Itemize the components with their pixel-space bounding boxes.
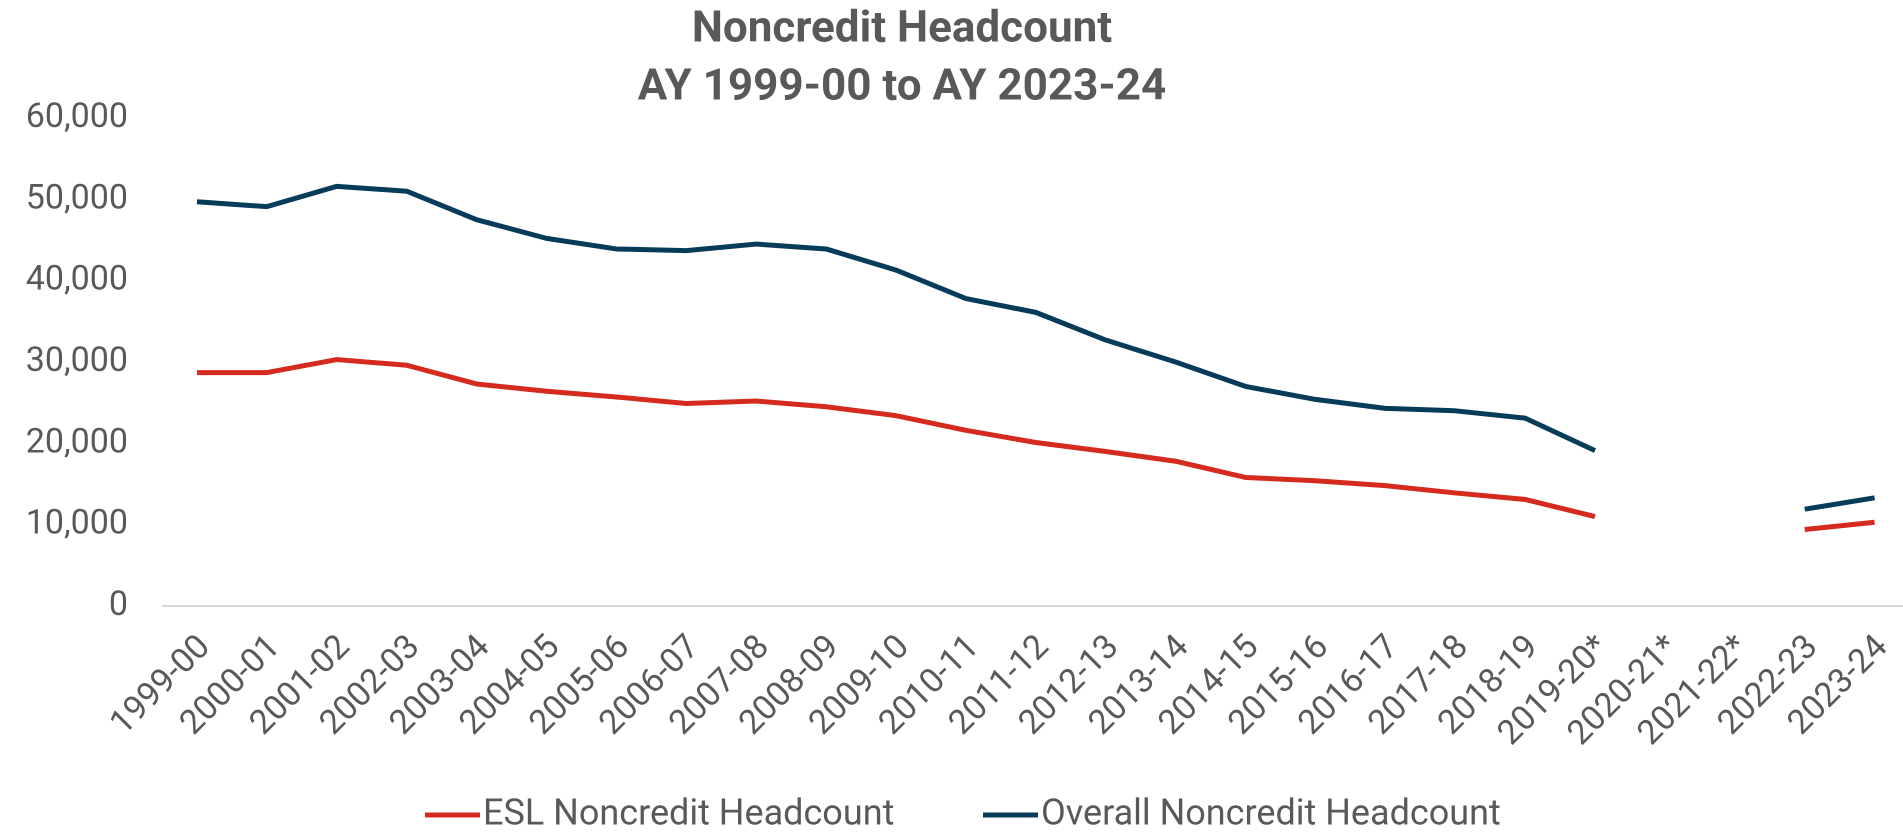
y-tick-label: 10,000 <box>26 503 128 543</box>
legend-label: ESL Noncredit Headcount <box>483 792 894 834</box>
y-tick-label: 50,000 <box>26 177 128 217</box>
y-tick-label: 40,000 <box>26 259 128 299</box>
y-tick-label: 30,000 <box>26 340 128 380</box>
chart-subtitle: AY 1999-00 to AY 2023-24 <box>638 59 1166 111</box>
series-line <box>197 357 1875 533</box>
series-line <box>196 183 1876 512</box>
y-tick-label: 20,000 <box>26 421 128 461</box>
chart-title: Noncredit Headcount <box>692 1 1112 53</box>
y-tick-label: 0 <box>109 584 128 624</box>
y-tick-label: 60,000 <box>26 96 128 136</box>
legend-label: Overall Noncredit Headcount <box>1041 792 1501 834</box>
